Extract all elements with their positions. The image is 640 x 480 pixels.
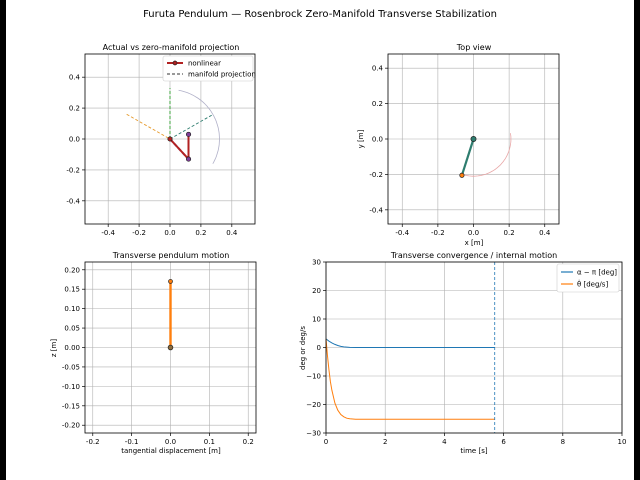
convergence-xtick-label: 4 — [442, 438, 447, 446]
top-view-ytick-label: -0.4 — [369, 206, 383, 214]
top-view-arm — [460, 138, 475, 176]
convergence-ytick-label: 20 — [312, 287, 321, 295]
transverse-axes: Transverse pendulum motion tangential di… — [50, 251, 257, 455]
projection-xtick-label: -0.4 — [101, 229, 115, 237]
top-view-xtick-label: 0.0 — [468, 229, 479, 237]
transverse-xtick-label: -0.2 — [86, 438, 100, 446]
projection-frame — [84, 53, 256, 225]
convergence-xlabel: time [s] — [460, 447, 487, 455]
top-view-ytick-label: 0.2 — [372, 100, 383, 108]
top-view-trace — [463, 133, 512, 177]
projection-ytick-label: 0.0 — [69, 136, 80, 144]
transverse-ytick-label: 0.10 — [64, 305, 80, 313]
top-view-xtick-label: -0.4 — [395, 229, 409, 237]
top-view-frame — [387, 53, 560, 225]
transverse-ytick-label: 0.15 — [64, 286, 80, 294]
projection-xtick-label: 0.2 — [195, 229, 206, 237]
transverse-xtick-label: 0.2 — [243, 438, 254, 446]
transverse-title: Transverse pendulum motion — [112, 251, 230, 260]
top-view-ylabel: y [m] — [357, 129, 365, 148]
top-view-ytick-label: -0.2 — [369, 171, 383, 179]
transverse-ytick-label: 0.05 — [64, 325, 80, 333]
convergence-ytick-label: 30 — [312, 259, 321, 267]
projection-xtick-label: -0.2 — [132, 229, 146, 237]
convergence-series-thetadot — [325, 338, 495, 420]
top-view-title: Top view — [456, 43, 492, 52]
top-view-axes: Top view x [m] y [m] -0.4 -0.2 0.0 0.2 0.4 -0… — [357, 43, 560, 247]
transverse-ytick-label: 0.20 — [64, 266, 80, 274]
convergence-legend-label-thetadot: θ̇ [deg/s] — [577, 279, 608, 288]
transverse-ylabel: z [m] — [50, 339, 58, 357]
convergence-xtick-label: 0 — [324, 438, 328, 446]
projection-xtick-label: 0.4 — [226, 229, 238, 237]
transverse-pivot — [167, 344, 174, 351]
projection-trace — [178, 89, 220, 164]
projection-title: Actual vs zero-manifold projection — [103, 43, 240, 52]
transverse-xlabel: tangential displacement [m] — [121, 447, 221, 455]
projection-point — [185, 131, 192, 137]
transverse-ytick-label: -0.05 — [62, 363, 80, 371]
projection-legend-box — [162, 55, 254, 82]
convergence-xtick-label: 2 — [383, 438, 387, 446]
convergence-frame — [325, 261, 623, 434]
convergence-ytick-label: −10 — [306, 373, 321, 381]
projection-guide-orange — [126, 113, 171, 140]
projection-axes: Actual vs zero-manifold projection -0.4 -… — [66, 43, 255, 237]
convergence-ylabel: deg or deg/s — [299, 326, 307, 370]
projection-ytick-label: -0.4 — [66, 197, 80, 205]
convergence-xtick-label: 6 — [501, 438, 506, 446]
top-view-pivot — [470, 136, 477, 142]
convergence-ytick-label: 10 — [312, 316, 321, 324]
top-view-tip — [459, 172, 465, 178]
projection-ytick-label: -0.2 — [66, 166, 80, 174]
transverse-tip — [168, 279, 173, 284]
projection-ytick-label: 0.2 — [69, 105, 80, 113]
transverse-ytick-label: -0.15 — [62, 402, 80, 410]
projection-guide-teal — [169, 113, 214, 140]
transverse-xtick-label: 0.0 — [165, 438, 176, 446]
projection-point — [185, 156, 192, 162]
top-view-xlabel: x [m] — [465, 239, 484, 247]
convergence-xtick-label: 8 — [561, 438, 565, 446]
convergence-series-alpha — [325, 338, 495, 348]
projection-xtick-label: 0.0 — [164, 229, 175, 237]
projection-point — [167, 136, 173, 142]
transverse-xtick-label: -0.1 — [125, 438, 139, 446]
top-view-ytick-label: 0.4 — [372, 65, 384, 73]
convergence-title: Transverse convergence / internal motion — [390, 251, 557, 260]
convergence-legend-box — [556, 263, 620, 293]
top-view-ytick-label: 0.0 — [372, 136, 383, 144]
projection-legend-marker — [172, 60, 178, 66]
convergence-axes: Transverse convergence / internal motion… — [299, 251, 626, 455]
transverse-ytick-label: -0.10 — [62, 383, 80, 391]
top-view-xtick-label: 0.4 — [539, 229, 551, 237]
projection-ytick-label: 0.4 — [69, 74, 81, 82]
figure-suptitle: Furuta Pendulum — Rosenbrock Zero-Manifo… — [143, 9, 497, 20]
convergence-ytick-label: −30 — [306, 430, 321, 438]
transverse-ytick-label: 0.00 — [64, 344, 80, 352]
projection-legend-label-nonlinear: nonlinear — [188, 60, 221, 68]
convergence-legend-label-alpha: α − π [deg] — [577, 269, 617, 277]
convergence-xtick-label: 10 — [618, 438, 627, 446]
top-view-xtick-label: 0.2 — [504, 229, 515, 237]
convergence-ytick-label: −20 — [306, 401, 321, 409]
transverse-ytick-label: -0.20 — [62, 422, 80, 430]
convergence-ytick-label: 0 — [317, 344, 321, 352]
top-view-xtick-label: -0.2 — [431, 229, 445, 237]
projection-legend-label-manifold: manifold projection — [188, 71, 256, 79]
transverse-xtick-label: 0.1 — [204, 438, 215, 446]
transverse-frame — [84, 261, 257, 434]
